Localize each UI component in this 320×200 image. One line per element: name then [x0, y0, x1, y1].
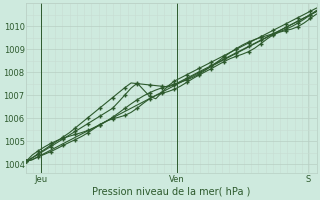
X-axis label: Pression niveau de la mer( hPa ): Pression niveau de la mer( hPa )	[92, 187, 251, 197]
